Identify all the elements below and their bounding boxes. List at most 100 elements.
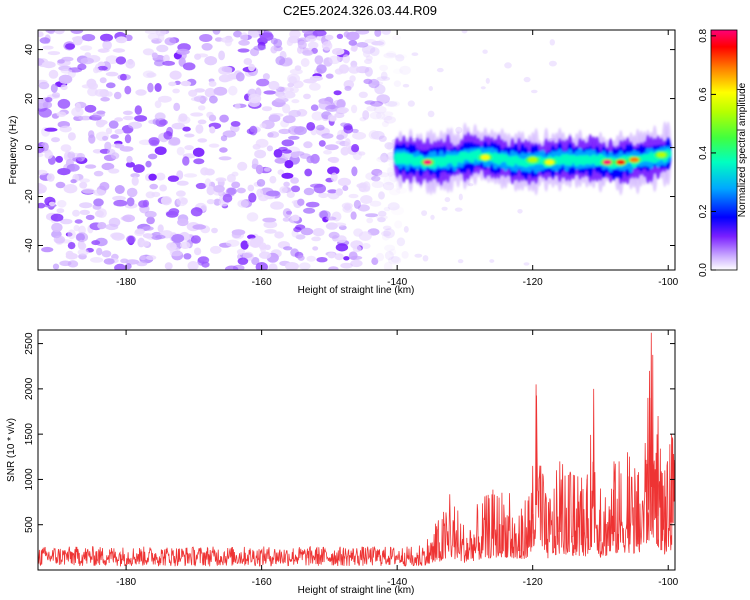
noise-blob [231,181,241,189]
noise-blob [100,97,110,102]
noise-blob [384,101,398,107]
noise-blob [197,119,207,125]
noise-blob [364,66,373,77]
noise-blob [128,121,143,129]
noise-blob [358,231,372,241]
noise-blob [52,263,60,270]
noise-blob [53,235,66,244]
noise-blob [60,218,73,225]
noise-blob [328,55,341,65]
noise-blob [208,80,217,87]
noise-blob [67,229,76,240]
noise-blob [303,207,316,214]
noise-blob [316,124,325,131]
noise-blob [41,246,54,253]
signal-peak [528,157,538,163]
noise-blob [381,233,390,241]
noise-blob [79,181,88,189]
noise-blob [154,83,162,92]
noise-blob [340,262,353,269]
noise-blob [81,34,96,42]
noise-blob [395,187,407,194]
noise-blob [184,133,195,138]
noise-blob [268,131,280,138]
noise-blob [66,163,80,172]
noise-blob [142,48,154,56]
noise-blob [383,52,397,59]
noise-blob [176,190,186,197]
noise-blob [104,141,112,151]
noise-blob [155,234,166,240]
noise-blob [371,175,381,182]
noise-blob [304,168,313,177]
noise-blob [102,40,112,50]
noise-blob [240,32,249,42]
noise-blob [106,82,116,89]
noise-blob [548,60,557,67]
noise-blob [305,35,317,42]
noise-blob [348,40,358,46]
noise-blob [176,180,189,186]
noise-blob [56,208,65,214]
noise-blob [421,210,428,217]
noise-blob [176,196,188,207]
noise-blob [297,40,307,50]
noise-blob [264,229,277,234]
noise-blob [176,48,190,55]
noise-blob [102,135,109,141]
noise-blob [361,243,371,249]
noise-blob [318,192,329,199]
noise-blob [79,202,93,209]
noise-blob [149,183,158,190]
noise-blob [387,172,395,177]
noise-blob [122,110,133,116]
noise-blob [45,97,53,103]
noise-blob [330,172,338,182]
noise-blob [218,50,226,61]
noise-blob [428,86,433,91]
snr-y-tick-label: 500 [24,516,35,533]
noise-blob [279,186,288,194]
noise-blob [374,84,386,95]
noise-blob [80,57,94,65]
noise-blob [144,30,159,34]
noise-blob [303,93,311,100]
noise-blob [393,80,402,87]
figure-title: C2E5.2024.326.03.44.R09 [283,3,437,18]
noise-blob [312,228,325,237]
snr-series-line [38,332,675,567]
noise-blob [227,187,237,195]
noise-blob [228,85,238,96]
noise-blob [248,93,262,104]
noise-blob [200,167,210,176]
noise-blob [163,54,170,63]
noise-blob [485,77,490,84]
noise-blob [215,177,227,182]
noise-blob [167,175,179,182]
noise-blob [369,200,382,207]
noise-blob [163,131,173,140]
noise-blob [269,175,277,184]
noise-blob [275,97,289,103]
noise-blob [209,126,216,134]
noise-blob [164,262,173,270]
noise-blob [168,208,180,216]
noise-blob [278,94,286,100]
noise-blob [365,213,378,218]
noise-blob [122,115,134,121]
noise-blob [461,30,468,34]
noise-blob [370,130,385,140]
noise-blob [97,222,107,230]
spectrogram-x-label: Height of straight line (km) [298,285,415,296]
noise-blob [134,105,142,115]
noise-blob [256,179,266,187]
noise-blob [340,122,348,127]
noise-blob [120,73,127,81]
noise-blob [388,256,402,265]
noise-blob [235,72,245,82]
noise-blob [206,186,215,196]
noise-blob [329,156,340,164]
noise-blob [517,209,523,214]
noise-blob [124,134,132,144]
noise-blob [122,214,135,223]
